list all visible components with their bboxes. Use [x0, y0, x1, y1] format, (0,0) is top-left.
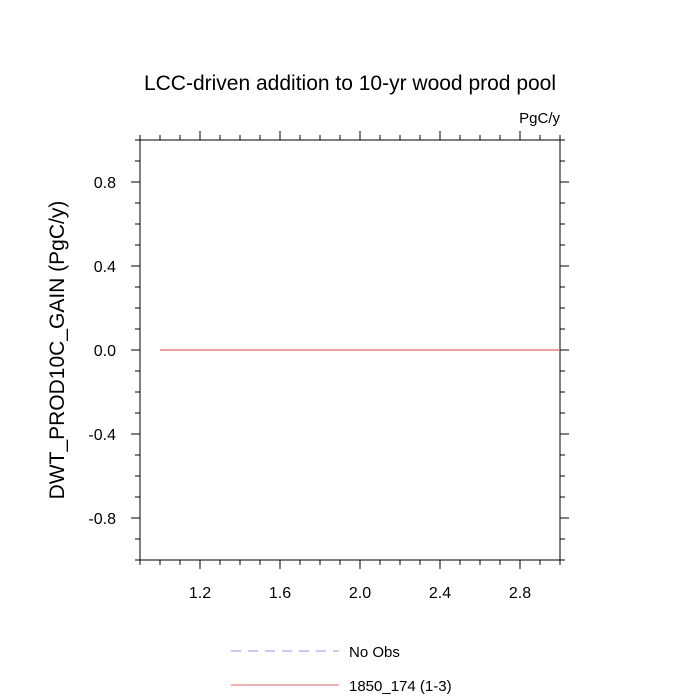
x-tick-label: 1.2: [189, 585, 211, 602]
y-tick-label: 0.4: [94, 259, 116, 276]
y-tick-label: 0.0: [94, 343, 116, 360]
x-tick-label: 2.8: [509, 585, 531, 602]
y-tick-label: -0.4: [88, 427, 116, 444]
legend-label: No Obs: [349, 644, 400, 661]
tick-labels: 1.2 1.6 2.0 2.4 2.8 0.8 0.4 0.0 -0.4 -0.8: [88, 175, 531, 602]
x-tick-label: 2.4: [429, 585, 451, 602]
y-axis-label: DWT_PROD10C_GAIN (PgC/y): [46, 201, 69, 500]
chart-title: LCC-driven addition to 10-yr wood prod p…: [144, 72, 556, 95]
units-label: PgC/y: [519, 110, 560, 127]
legend: No Obs 1850_174 (1-3): [231, 644, 452, 695]
y-tick-label: 0.8: [94, 175, 116, 192]
x-tick-label: 1.6: [269, 585, 291, 602]
axis-ticks: [131, 131, 569, 569]
plot-area: 1.2 1.6 2.0 2.4 2.8 0.8 0.4 0.0 -0.4 -0.8: [88, 131, 569, 602]
legend-label: 1850_174 (1-3): [349, 678, 452, 695]
x-tick-label: 2.0: [349, 585, 371, 602]
y-tick-label: -0.8: [88, 511, 116, 528]
